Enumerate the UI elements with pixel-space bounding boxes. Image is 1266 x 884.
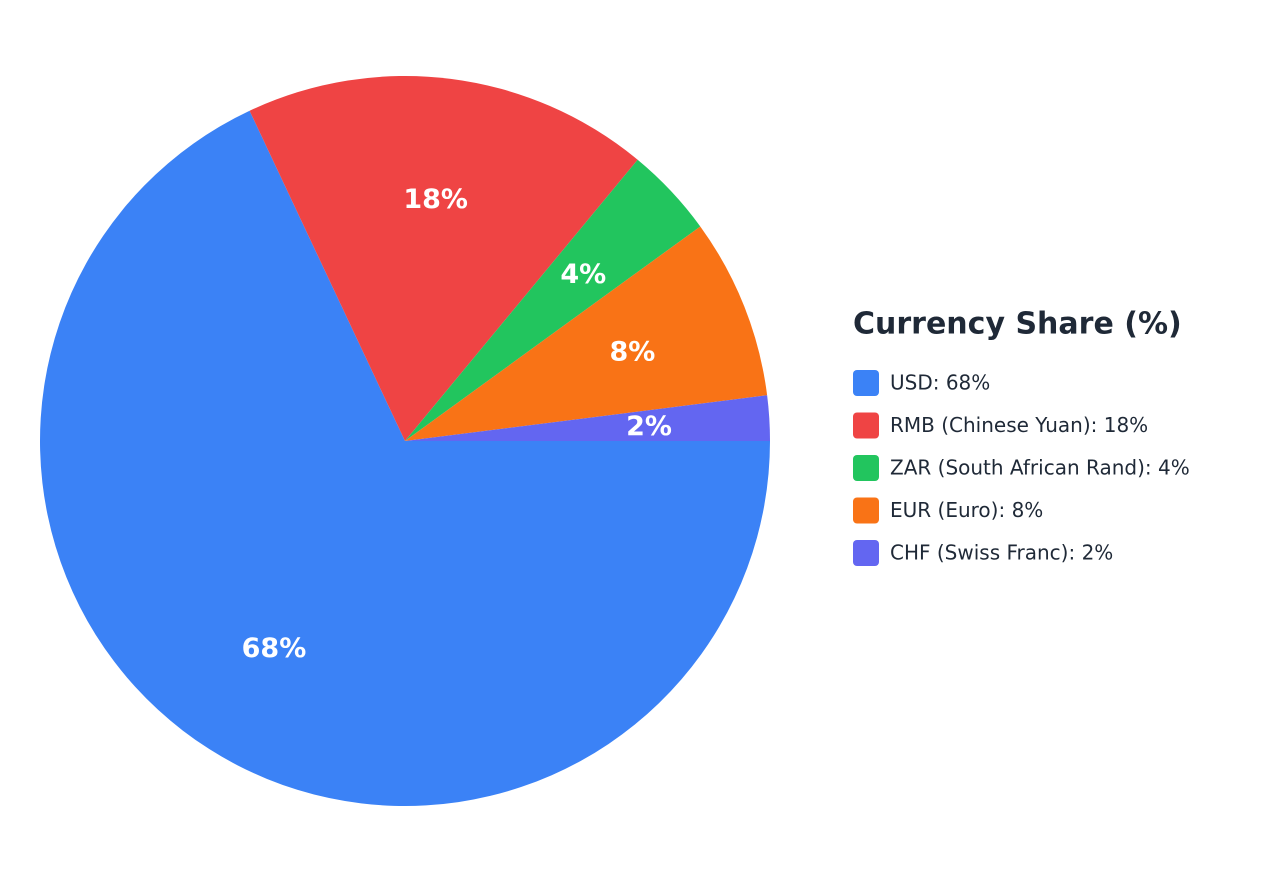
legend-swatch: [853, 540, 879, 566]
slice-label: 8%: [609, 336, 655, 367]
slice-label: 4%: [560, 259, 606, 290]
legend-label: EUR (Euro): 8%: [890, 498, 1043, 522]
legend-title: Currency Share (%): [853, 307, 1182, 342]
legend-swatch: [853, 455, 879, 481]
legend-label: USD: 68%: [890, 371, 990, 395]
slice-label: 68%: [242, 633, 307, 664]
pie-slice: [249, 76, 638, 442]
legend-label: CHF (Swiss Franc): 2%: [890, 541, 1113, 565]
legend-swatch: [853, 370, 879, 396]
slice-label: 2%: [626, 411, 672, 442]
legend-swatch: [853, 412, 879, 439]
legend-swatch: [853, 497, 879, 524]
pie-slice: [40, 110, 771, 807]
pie-slice: [405, 226, 768, 441]
pie-slice: [405, 159, 701, 441]
slice-label: 18%: [403, 184, 468, 215]
pie-slice: [405, 395, 770, 441]
legend-label: RMB (Chinese Yuan): 18%: [890, 413, 1148, 437]
legend-label: ZAR (South African Rand): 4%: [890, 456, 1190, 480]
